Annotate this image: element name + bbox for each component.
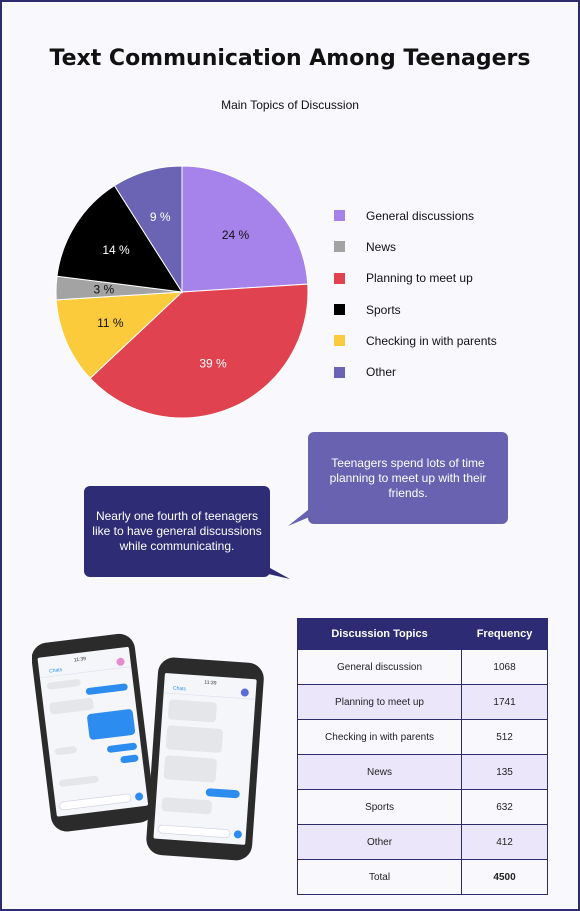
legend-swatch bbox=[334, 335, 345, 347]
table-total-row: Total 4500 bbox=[296, 859, 548, 895]
topic-cell: General discussion bbox=[296, 649, 463, 685]
table-row: Planning to meet up 1741 bbox=[296, 684, 548, 720]
phone-back: 11:39 Chats bbox=[32, 633, 155, 832]
pie-data-label: 11 % bbox=[97, 316, 124, 330]
frequency-cell: 1741 bbox=[461, 684, 548, 720]
table-row: News 135 bbox=[296, 754, 548, 790]
pie-slice-sports bbox=[56, 184, 183, 293]
callout-tail bbox=[288, 510, 326, 526]
phone-time: 11:39 bbox=[74, 656, 87, 663]
legend-item-sports: Sports bbox=[334, 294, 497, 325]
table-row: Other 412 bbox=[296, 824, 548, 860]
phones-illustration: 11:39 Chats 11:39 Chats bbox=[32, 633, 264, 861]
legend-swatch bbox=[334, 366, 345, 378]
frequency-cell: 135 bbox=[461, 754, 548, 790]
frequency-cell: 632 bbox=[461, 789, 548, 825]
legend-label: General discussions bbox=[366, 208, 475, 223]
callout-text: Teenagers spend lots of time planning to… bbox=[329, 455, 487, 500]
table-row: General discussion 1068 bbox=[296, 649, 548, 685]
phone-time: 11:39 bbox=[204, 680, 217, 687]
legend-label: Other bbox=[366, 365, 397, 380]
legend-swatch bbox=[334, 210, 345, 222]
pie-data-label: 39 % bbox=[199, 357, 227, 371]
topic-cell: News bbox=[296, 754, 463, 790]
pie-data-label: 9 % bbox=[150, 210, 171, 224]
legend-swatch bbox=[334, 272, 345, 284]
table-row: Checking in with parents 512 bbox=[296, 719, 548, 755]
legend-label: Checking in with parents bbox=[366, 333, 497, 348]
pie-data-label: 14 % bbox=[102, 243, 130, 257]
legend-item-planning-to-meet-up: Planning to meet up bbox=[334, 263, 497, 294]
total-value-cell: 4500 bbox=[461, 859, 548, 895]
legend-label: Sports bbox=[366, 302, 401, 317]
total-label-cell: Total bbox=[296, 859, 463, 895]
callout-bubble-planning: Teenagers spend lots of time planning to… bbox=[308, 432, 508, 524]
pie-slice-planning-to-meet-up bbox=[89, 283, 309, 419]
callout-text: Nearly one fourth of teenagers like to h… bbox=[92, 509, 262, 553]
phone-back-label: Chats bbox=[173, 686, 187, 693]
chart-legend: General discussions News Planning to mee… bbox=[334, 200, 497, 388]
legend-label: Planning to meet up bbox=[366, 271, 473, 286]
frequency-cell: 512 bbox=[461, 719, 548, 755]
table-row: Sports 632 bbox=[296, 789, 548, 825]
legend-swatch bbox=[334, 241, 345, 253]
pie-data-label: 3 % bbox=[94, 283, 115, 297]
legend-item-checking-in-with-parents: Checking in with parents bbox=[334, 325, 497, 356]
frequency-cell: 412 bbox=[461, 824, 548, 860]
legend-item-other: Other bbox=[334, 356, 497, 387]
chart-subtitle: Main Topics of Discussion bbox=[221, 98, 359, 112]
pie-data-label: 24 % bbox=[222, 228, 250, 242]
topic-cell: Checking in with parents bbox=[296, 719, 463, 755]
legend-item-general-discussions: General discussions bbox=[334, 200, 497, 231]
page-title: Text Communication Among Teenagers bbox=[49, 46, 531, 71]
frequency-table: Discussion Topics Frequency General disc… bbox=[296, 618, 548, 895]
callout-bubble-general: Nearly one fourth of teenagers like to h… bbox=[84, 486, 270, 577]
frequency-cell: 1068 bbox=[461, 649, 548, 685]
topic-cell: Other bbox=[296, 824, 463, 860]
pie-slice-general-discussions bbox=[181, 165, 309, 293]
column-header-frequency: Frequency bbox=[461, 618, 548, 650]
legend-item-news: News bbox=[334, 231, 497, 262]
legend-label: News bbox=[366, 239, 397, 254]
topic-cell: Sports bbox=[296, 789, 463, 825]
pie-chart: 24 % 39 % 11 % 3 % 14 % 9 % bbox=[55, 165, 309, 419]
phone-front: 11:39 Chats bbox=[146, 657, 264, 861]
column-header-topic: Discussion Topics bbox=[296, 618, 463, 650]
table-header-row: Discussion Topics Frequency bbox=[296, 618, 548, 650]
pie-slice-other bbox=[113, 165, 183, 294]
phone-back-label: Chats bbox=[49, 667, 63, 675]
callout-tail bbox=[242, 568, 290, 579]
topic-cell: Planning to meet up bbox=[296, 684, 463, 720]
pie-slice-checking-in-with-parents bbox=[55, 291, 184, 379]
legend-swatch bbox=[334, 304, 345, 316]
